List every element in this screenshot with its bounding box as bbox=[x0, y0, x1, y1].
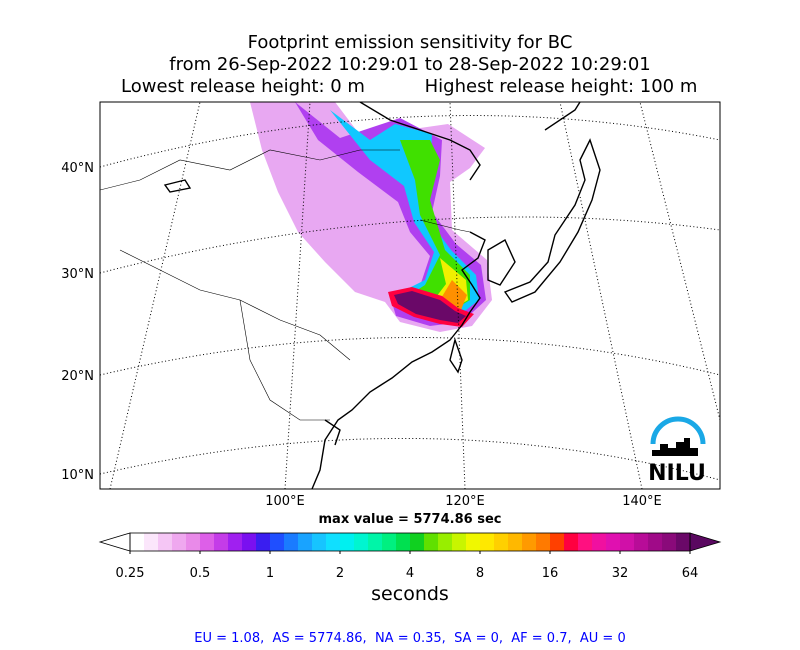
colorbar-segment bbox=[270, 533, 285, 551]
colorbar-segment bbox=[172, 533, 187, 551]
colorbar-tick-label: 16 bbox=[542, 566, 559, 581]
lat-label: 10°N bbox=[61, 468, 94, 483]
max-value: max value = 5774.86 sec bbox=[319, 512, 502, 527]
colorbar-segment bbox=[354, 533, 369, 551]
lat-label: 20°N bbox=[61, 369, 94, 384]
colorbar-segment bbox=[536, 533, 551, 551]
colorbar-segment bbox=[438, 533, 453, 551]
colorbar-segment bbox=[480, 533, 495, 551]
colorbar-segment bbox=[466, 533, 481, 551]
colorbar-under bbox=[98, 532, 131, 552]
colorbar-segment bbox=[648, 533, 663, 551]
colorbar-segment bbox=[550, 533, 565, 551]
colorbar-tick-label: 0.5 bbox=[190, 566, 211, 581]
lon-label: 100°E bbox=[265, 494, 305, 509]
colorbar-segment bbox=[662, 533, 677, 551]
colorbar-tick-label: 64 bbox=[682, 566, 699, 581]
lat-label: 40°N bbox=[61, 161, 94, 176]
colorbar-segment bbox=[508, 533, 523, 551]
colorbar-segment bbox=[522, 533, 537, 551]
colorbar-tick-label: 32 bbox=[612, 566, 629, 581]
lon-label: 140°E bbox=[622, 494, 662, 509]
colorbar-over bbox=[689, 532, 722, 552]
colorbar-segment bbox=[214, 533, 229, 551]
release-lowest: Lowest release height: 0 m bbox=[121, 76, 365, 97]
colorbar-tick-label: 4 bbox=[406, 566, 414, 581]
footer-stats: EU = 1.08, AS = 5774.86, NA = 0.35, SA =… bbox=[194, 631, 625, 646]
colorbar-segment bbox=[200, 533, 215, 551]
colorbar-segment bbox=[312, 533, 327, 551]
colorbar: 0.25 0.5 1 2 4 8 16 32 64 bbox=[98, 532, 722, 581]
colorbar-segment bbox=[452, 533, 467, 551]
map-frame bbox=[99, 101, 721, 490]
colorbar-segment bbox=[228, 533, 243, 551]
colorbar-segment bbox=[144, 533, 159, 551]
colorbar-segment bbox=[494, 533, 509, 551]
colorbar-segment bbox=[634, 533, 649, 551]
colorbar-segment bbox=[676, 533, 691, 551]
colorbar-segment bbox=[620, 533, 635, 551]
colorbar-segment bbox=[158, 533, 173, 551]
colorbar-segment bbox=[326, 533, 341, 551]
colorbar-segment bbox=[606, 533, 621, 551]
colorbar-segment bbox=[340, 533, 355, 551]
logo-text: NILU bbox=[648, 461, 706, 486]
colorbar-segment bbox=[242, 533, 257, 551]
colorbar-segment bbox=[396, 533, 411, 551]
colorbar-segment bbox=[284, 533, 299, 551]
colorbar-segment bbox=[424, 533, 439, 551]
colorbar-label: seconds bbox=[371, 583, 449, 605]
colorbar-segment bbox=[382, 533, 397, 551]
colorbar-tick-label: 1 bbox=[266, 566, 274, 581]
colorbar-segment bbox=[592, 533, 607, 551]
colorbar-segment bbox=[256, 533, 271, 551]
colorbar-segment bbox=[564, 533, 579, 551]
title-line: Footprint emission sensitivity for BC bbox=[248, 32, 573, 53]
colorbar-segment bbox=[368, 533, 383, 551]
colorbar-tick-label: 8 bbox=[476, 566, 484, 581]
colorbar-tick-label: 2 bbox=[336, 566, 344, 581]
title-line: from 26-Sep-2022 10:29:01 to 28-Sep-2022… bbox=[169, 54, 651, 75]
colorbar-segment bbox=[186, 533, 201, 551]
colorbar-segment bbox=[298, 533, 313, 551]
map-area: NILU bbox=[100, 102, 720, 489]
colorbar-segment bbox=[578, 533, 593, 551]
colorbar-segment bbox=[410, 533, 425, 551]
lat-label: 30°N bbox=[61, 267, 94, 282]
lon-label: 120°E bbox=[445, 494, 485, 509]
release-highest: Highest release height: 100 m bbox=[425, 76, 698, 97]
colorbar-segment bbox=[130, 533, 145, 551]
colorbar-tick-label: 0.25 bbox=[116, 566, 145, 581]
